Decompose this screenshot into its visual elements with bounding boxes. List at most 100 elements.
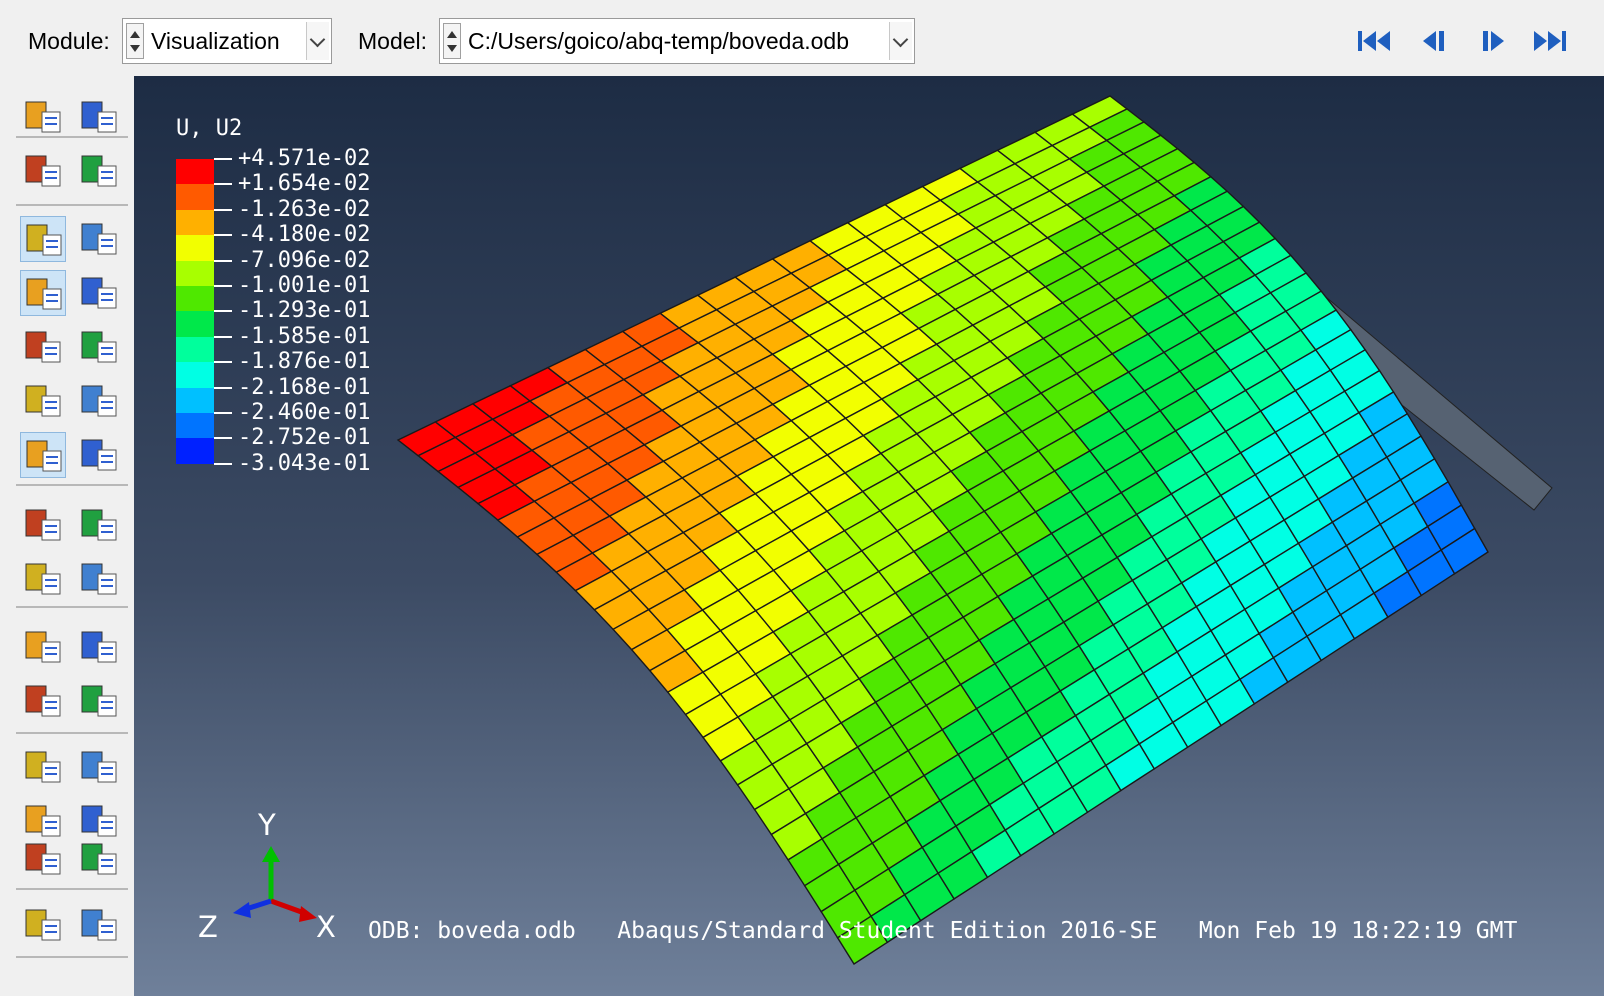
odb-name: ODB: boveda.odb [368,918,576,944]
report-xy-icon[interactable] [76,678,122,724]
orientation-options-icon[interactable] [76,378,122,424]
view-triad [233,846,317,922]
module-spinner[interactable] [126,23,144,59]
triad-x-label: X [316,910,336,944]
legend-label: -1.001e-01 [238,273,371,298]
symbol-options-icon[interactable] [76,324,122,370]
legend-tick [214,437,232,440]
legend-label: -1.293e-01 [238,298,371,324]
section-manager-icon[interactable] [76,836,122,882]
animate-time-history-icon[interactable] [76,502,122,548]
toolbox-separator [16,606,128,608]
legend-tick [214,361,232,364]
toolbox [0,76,134,996]
legend-label: +4.571e-02 [238,146,371,171]
legend-cell [176,184,214,210]
module-combo[interactable]: Visualization [122,18,332,64]
timestamp-text: Mon Feb 19 18:22:19 GMT [1198,918,1518,944]
legend-label: -1.585e-01 [238,323,371,349]
legend-cell [176,209,214,236]
legend-cell [176,387,214,413]
stream-manager-icon[interactable] [76,902,122,948]
chevron-down-icon[interactable] [306,22,329,60]
legend-tick [214,285,232,287]
legend-tick [214,183,232,186]
allow-multiple-plots-icon[interactable] [20,432,66,478]
legend-tick [214,462,232,465]
viewport-footer: ODB: boveda.odb Abaqus/Standard Student … [368,918,1517,944]
legend-label: -2.752e-01 [238,425,371,451]
legend-tick [214,386,232,389]
toolbox-separator [16,956,128,958]
animation-options-icon[interactable] [76,556,122,602]
toolbox-separator [16,204,128,206]
legend-ticks [214,158,234,465]
legend-tick [214,310,232,313]
legend-label: +1.654e-02 [238,171,371,197]
plot-deformed-icon[interactable] [76,216,122,262]
common-plot-options-icon[interactable] [20,94,66,140]
model-label: Model: [358,28,428,54]
viewport[interactable]: U, U2 +4.571e-02 +1.654e-02 -1.263e-02 -4.1… [134,76,1604,996]
toolbox-separator [16,888,128,890]
previous-frame-icon[interactable] [1420,28,1450,54]
plot-undeformed-icon[interactable] [20,216,66,262]
legend-cell [176,235,214,261]
deformed-mesh-plot [396,95,1553,965]
legend-label: -2.460e-01 [238,400,371,425]
create-section-icon[interactable] [20,836,66,882]
query-icon[interactable] [20,624,66,670]
legend-cell [176,438,214,464]
legend-cell [176,362,214,388]
triad-z-label: Z [198,910,218,944]
triad-y-label: Y [258,808,276,842]
legend-label: -2.168e-01 [238,374,371,400]
superimpose-options-icon[interactable] [76,432,122,478]
next-frame-icon[interactable] [1480,28,1510,54]
model-combo[interactable]: C:/Users/goico/abq-temp/boveda.odb [439,18,915,64]
chevron-down-icon[interactable] [889,22,912,60]
legend-label: -1.876e-01 [238,349,371,375]
color-code-icon[interactable] [76,148,122,194]
legend-cell [176,412,214,439]
legend-label: -7.096e-02 [238,247,371,273]
model-value: C:/Users/goico/abq-temp/boveda.odb [468,28,849,54]
first-frame-icon[interactable] [1356,28,1396,54]
toolbox-separator [16,484,128,486]
legend-tick [214,208,232,211]
view-cut-icon[interactable] [20,148,66,194]
display-group-icon[interactable] [20,798,66,844]
contour-options-icon[interactable] [76,270,122,316]
mesh-element [1440,527,1489,575]
plot-material-orientations-icon[interactable] [20,378,66,424]
animate-scale-factor-icon[interactable] [20,502,66,548]
legend-tick [214,234,232,237]
xy-data-manager-icon[interactable] [20,678,66,724]
legend-title: U, U2 [176,116,243,141]
create-path-icon[interactable] [20,744,66,790]
model-spinner[interactable] [443,23,461,59]
legend-cell [176,260,214,286]
legend-color-bar [176,159,214,464]
legend-cell [176,336,214,363]
toolbox-separator [16,732,128,734]
report-field-output-icon[interactable] [76,624,122,670]
edition-text: Abaqus/Standard Student Edition 2016-SE [617,918,1158,944]
last-frame-icon[interactable] [1532,28,1572,54]
module-value: Visualization [151,28,280,54]
plot-symbols-icon[interactable] [20,324,66,370]
stream-icon[interactable] [20,902,66,948]
module-label: Module: [28,28,110,54]
legend-tick [214,259,232,262]
viewport-annotation-icon[interactable] [76,94,122,140]
legend-tick [214,412,232,414]
animate-harmonic-icon[interactable] [20,556,66,602]
context-bar: Module: Visualization Model: C:/Users/go… [0,0,1604,76]
legend-cell [176,159,214,185]
plot-contours-icon[interactable] [20,270,66,316]
legend-tick [214,335,232,338]
legend-label: -1.263e-02 [238,196,371,222]
legend-label: -3.043e-01 [238,450,371,476]
create-xy-data-icon[interactable] [76,744,122,790]
display-group-manager-icon[interactable] [76,798,122,844]
